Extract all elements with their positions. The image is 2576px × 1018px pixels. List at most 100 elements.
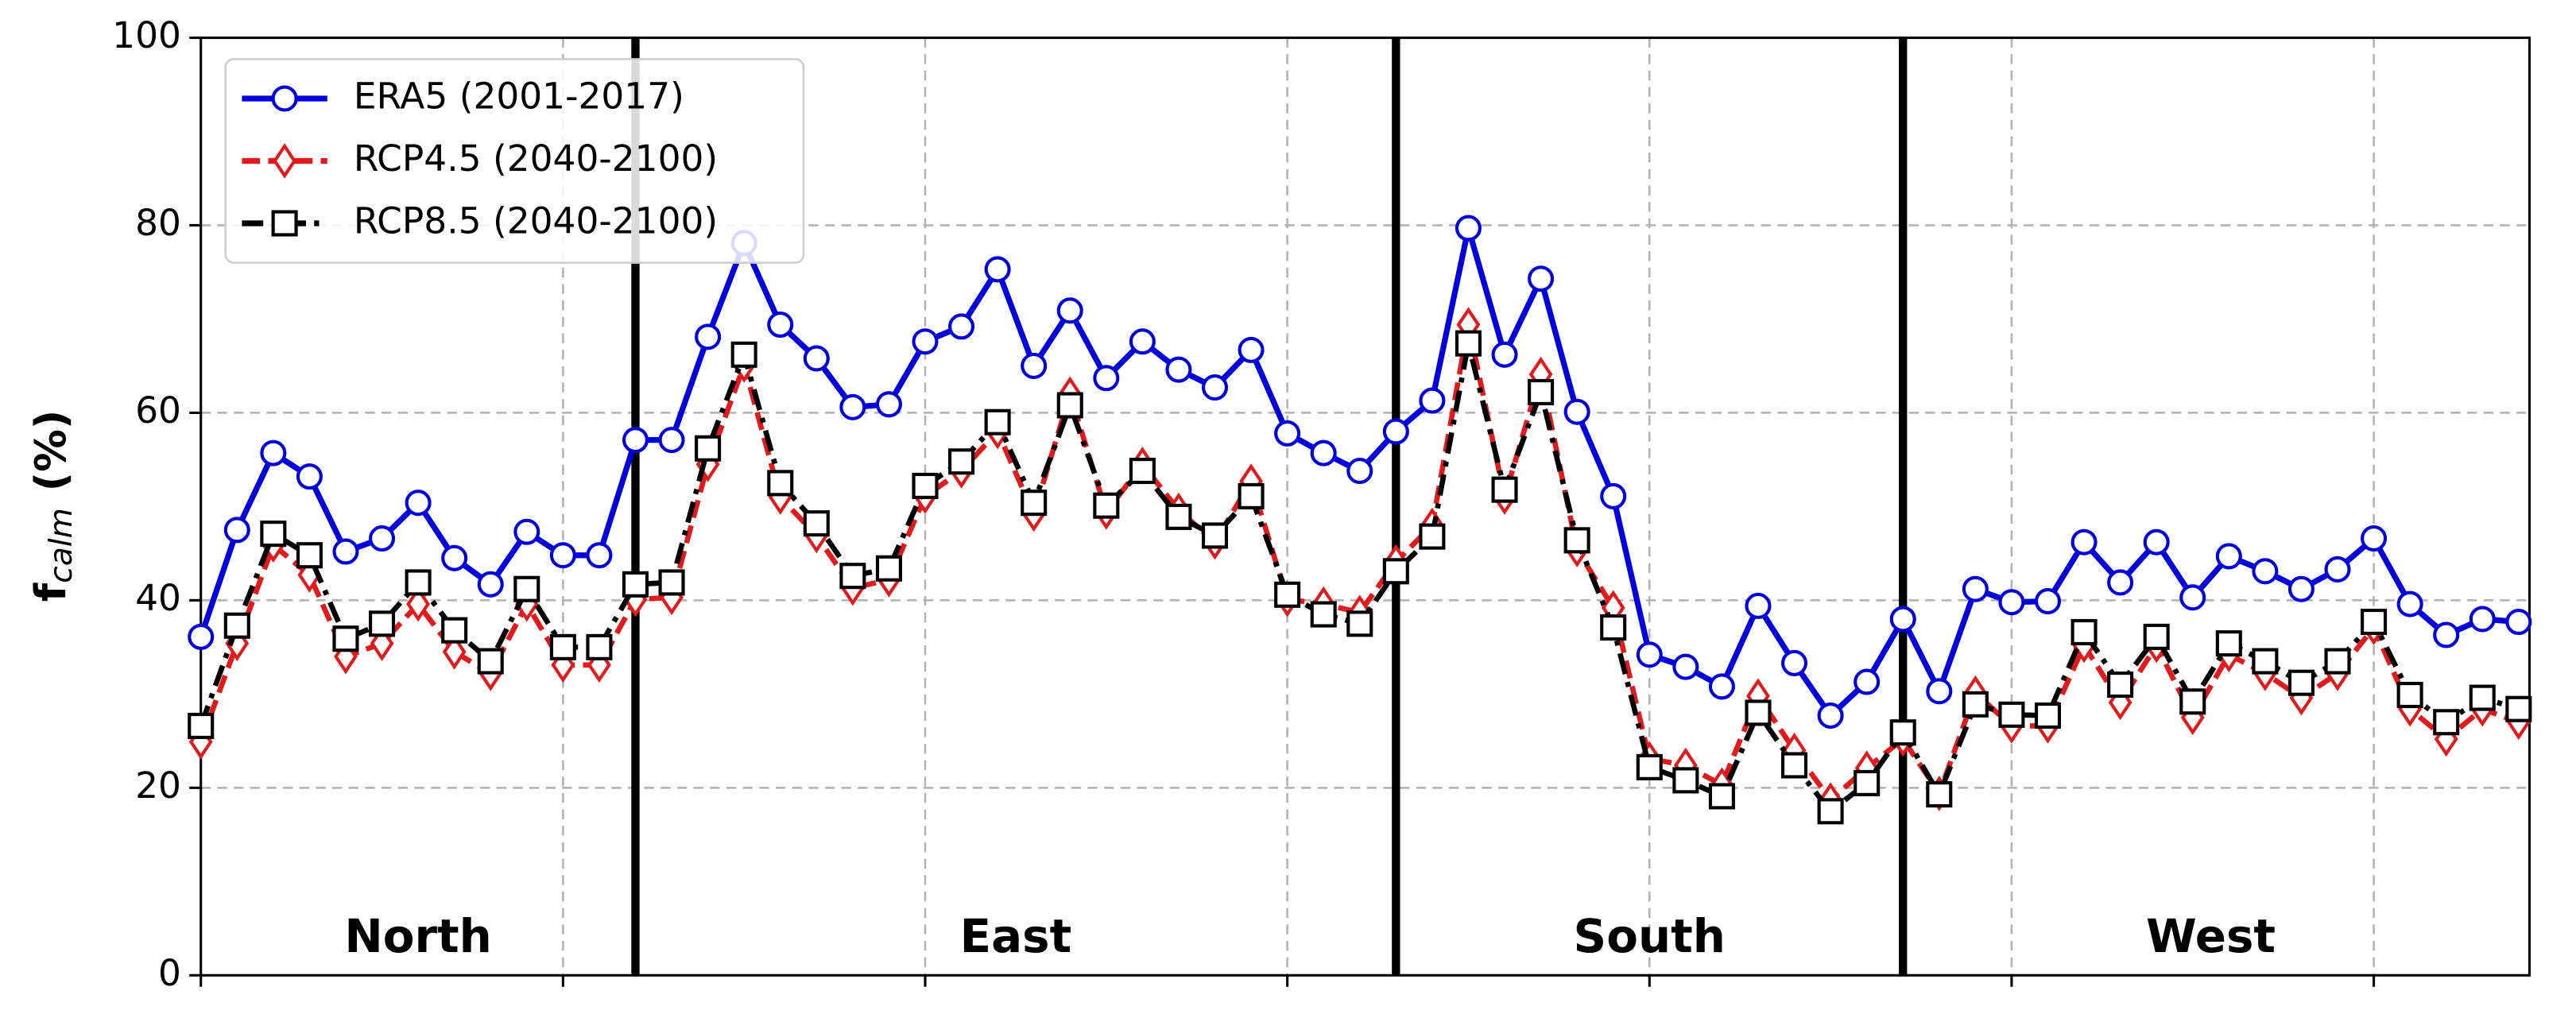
- data-point: [1201, 522, 1229, 549]
- data-point: [1129, 328, 1156, 355]
- data-point: [1491, 476, 1518, 503]
- data-point: [2070, 528, 2098, 555]
- legend-label: RCP8.5 (2040-2100): [354, 199, 718, 242]
- data-point: [767, 470, 794, 497]
- data-point: [2324, 555, 2351, 583]
- data-point: [1238, 482, 1265, 509]
- data-point: [405, 569, 432, 596]
- data-point: [622, 571, 649, 598]
- data-point: [1745, 699, 1772, 726]
- data-point: [369, 524, 396, 552]
- data-point: [2143, 528, 2170, 555]
- data-point: [1672, 653, 1699, 680]
- data-point: [2433, 709, 2460, 736]
- data-point: [1781, 752, 1808, 779]
- data-point: [622, 427, 649, 454]
- data-point: [586, 633, 613, 660]
- data-point: [1600, 614, 1627, 641]
- data-point: [1781, 649, 1808, 676]
- data-point: [332, 625, 359, 652]
- data-point: [1636, 641, 1663, 668]
- legend-label: RCP4.5 (2040-2100): [354, 137, 718, 180]
- data-point: [1093, 365, 1120, 392]
- y-label-sub: calm: [44, 508, 79, 583]
- data-point: [2287, 669, 2315, 696]
- y-tick-label: 0: [158, 952, 181, 994]
- data-point: [2215, 630, 2242, 657]
- data-point: [441, 544, 468, 571]
- data-point: [803, 510, 830, 537]
- data-point: [1889, 606, 1916, 633]
- data-point: [2215, 543, 2242, 570]
- data-point: [1346, 458, 1373, 485]
- data-point: [260, 439, 287, 466]
- data-point: [1563, 398, 1590, 425]
- data-point: [2505, 695, 2532, 722]
- data-point: [730, 341, 757, 368]
- data-point: [2505, 608, 2532, 636]
- y-label-main: f: [25, 583, 75, 602]
- data-point: [2469, 606, 2496, 633]
- data-point: [549, 633, 576, 660]
- data-point: [369, 610, 396, 637]
- data-point: [803, 345, 830, 372]
- data-point: [1382, 558, 1409, 585]
- data-point: [1708, 783, 1735, 810]
- data-point: [1817, 798, 1844, 825]
- data-point: [1165, 356, 1192, 383]
- data-point: [1455, 330, 1482, 357]
- data-point: [1528, 265, 1555, 292]
- data-point: [658, 427, 685, 454]
- y-tick-label: 80: [135, 202, 181, 244]
- y-tick-label: 20: [135, 764, 181, 807]
- data-point: [2324, 648, 2351, 675]
- data-point: [984, 256, 1011, 283]
- data-point: [1998, 589, 2025, 616]
- data-point: [984, 408, 1011, 435]
- data-point: [188, 623, 215, 650]
- data-point: [1563, 527, 1590, 554]
- data-point: [1926, 781, 1953, 808]
- data-point: [875, 391, 902, 418]
- legend-marker: [273, 143, 296, 179]
- data-point: [912, 328, 939, 355]
- data-point: [1419, 523, 1446, 550]
- legend-marker: [271, 85, 298, 112]
- data-point: [1021, 352, 1048, 379]
- data-point: [223, 517, 250, 544]
- data-point: [695, 323, 722, 350]
- legend-label: ERA5 (2001-2017): [354, 75, 684, 117]
- data-point: [406, 586, 430, 622]
- data-point: [2034, 588, 2062, 615]
- data-point: [513, 518, 540, 545]
- data-point: [2179, 584, 2206, 611]
- data-point: [1274, 420, 1301, 447]
- data-point: [1745, 592, 1772, 619]
- data-point: [1998, 701, 2025, 728]
- data-point: [513, 575, 540, 602]
- data-point: [1962, 575, 1989, 602]
- data-point: [1672, 767, 1699, 794]
- data-point: [1926, 678, 1953, 705]
- data-point: [2433, 621, 2460, 648]
- data-point: [442, 633, 467, 670]
- data-point: [1419, 387, 1446, 414]
- data-point: [223, 612, 250, 639]
- data-point: [188, 712, 215, 739]
- data-point: [1056, 392, 1083, 419]
- region-label: West: [2146, 909, 2276, 963]
- data-point: [658, 569, 685, 596]
- y-tick-label: 60: [135, 389, 181, 432]
- data-point: [2469, 684, 2496, 711]
- data-point: [1382, 418, 1409, 445]
- y-tick-label: 100: [112, 14, 181, 56]
- data-point: [1021, 490, 1048, 517]
- data-point: [1455, 215, 1482, 242]
- data-point: [1600, 482, 1627, 509]
- data-point: [405, 490, 432, 517]
- data-point: [1201, 374, 1229, 401]
- data-point: [1817, 702, 1844, 730]
- region-label: East: [960, 909, 1072, 963]
- y-label-unit: (%): [25, 410, 75, 492]
